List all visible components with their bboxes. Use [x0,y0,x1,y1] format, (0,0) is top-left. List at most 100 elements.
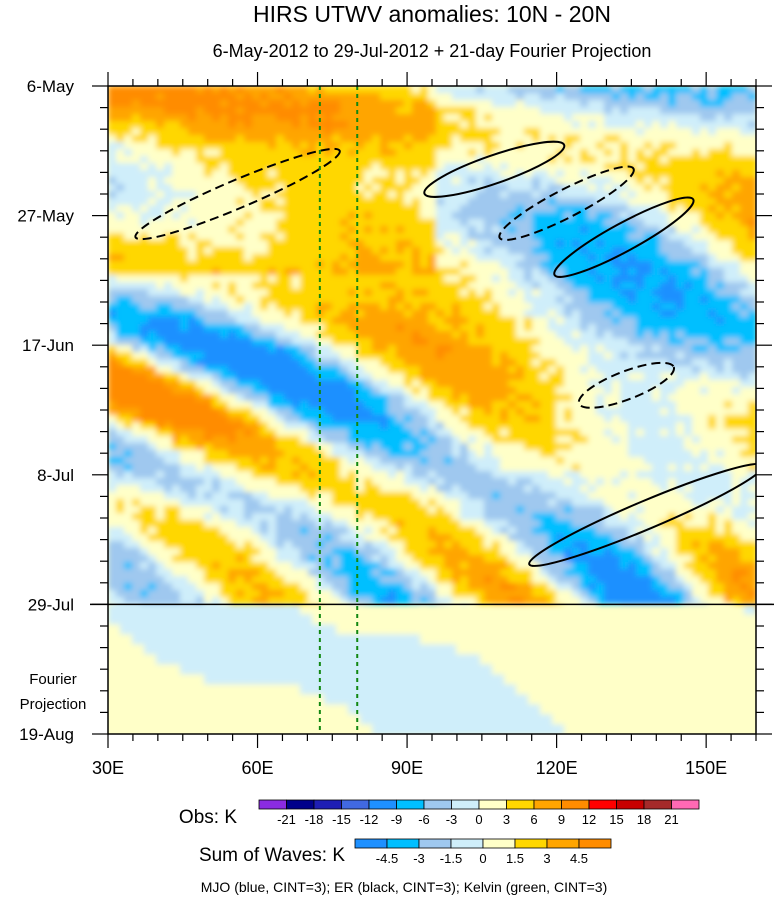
field-cell [268,338,277,346]
field-cell [372,499,381,507]
field-cell [228,86,237,94]
field-cell [348,114,357,122]
field-cell [252,401,261,409]
field-cell [412,492,421,500]
field-cell [364,170,373,178]
field-cell [652,191,661,199]
field-cell [140,226,149,234]
field-cell [196,177,205,185]
field-cell [436,352,445,360]
field-cell [220,254,229,262]
field-cell [332,86,341,94]
field-cell [548,114,557,122]
field-cell [716,163,725,171]
field-cell [588,163,597,171]
field-cell [356,345,365,353]
field-cell [260,261,269,269]
field-cell [724,499,733,507]
field-cell [388,345,397,353]
field-cell [564,471,573,479]
field-cell [420,135,429,143]
field-cell [492,219,501,227]
field-cell [628,177,637,185]
field-cell [612,443,621,451]
field-cell [484,422,493,430]
field-cell [324,233,333,241]
field-cell [580,268,589,276]
field-cell [188,247,197,255]
field-cell [108,93,117,101]
field-cell [388,485,397,493]
field-cell [652,261,661,269]
field-cell [116,282,125,290]
field-cell [332,457,341,465]
field-cell [492,380,501,388]
field-cell [700,198,709,206]
field-cell [156,198,165,206]
field-cell [604,149,613,157]
field-cell [684,471,693,479]
field-cell [348,478,357,486]
field-cell [356,121,365,129]
field-cell [164,254,173,262]
field-cell [660,135,669,143]
field-cell [180,128,189,136]
field-cell [140,184,149,192]
field-cell [132,324,141,332]
field-cell [644,121,653,129]
field-cell [732,226,741,234]
field-cell [228,366,237,374]
field-cell [564,212,573,220]
field-cell [420,359,429,367]
field-cell [308,233,317,241]
field-cell [668,380,677,388]
field-cell [612,226,621,234]
field-cell [636,408,645,416]
field-cell [324,401,333,409]
field-cell [396,254,405,262]
field-cell [652,254,661,262]
field-cell [444,352,453,360]
field-cell [220,233,229,241]
field-cell [500,471,509,479]
field-cell [500,163,509,171]
field-cell [500,135,509,143]
field-cell [228,450,237,458]
field-cell [596,135,605,143]
field-cell [428,240,437,248]
field-cell [452,93,461,101]
field-cell [740,408,749,416]
field-cell [452,247,461,255]
field-cell [580,422,589,430]
field-cell [564,198,573,206]
field-cell [332,191,341,199]
field-cell [660,107,669,115]
field-cell [244,415,253,423]
field-cell [292,233,301,241]
field-cell [660,191,669,199]
field-cell [636,394,645,402]
field-cell [452,107,461,115]
field-cell [252,135,261,143]
field-cell [420,296,429,304]
field-cell [492,457,501,465]
field-cell [188,205,197,213]
field-cell [212,177,221,185]
field-cell [476,415,485,423]
field-cell [524,198,533,206]
field-cell [652,394,661,402]
field-cell [412,513,421,521]
field-cell [716,100,725,108]
field-cell [500,142,509,150]
field-cell [636,506,645,514]
field-cell [172,296,181,304]
field-cell [412,436,421,444]
field-cell [556,352,565,360]
field-cell [372,429,381,437]
field-cell [708,492,717,500]
field-cell [564,289,573,297]
field-cell [692,499,701,507]
field-cell [724,422,733,430]
field-cell [564,324,573,332]
field-cell [300,198,309,206]
